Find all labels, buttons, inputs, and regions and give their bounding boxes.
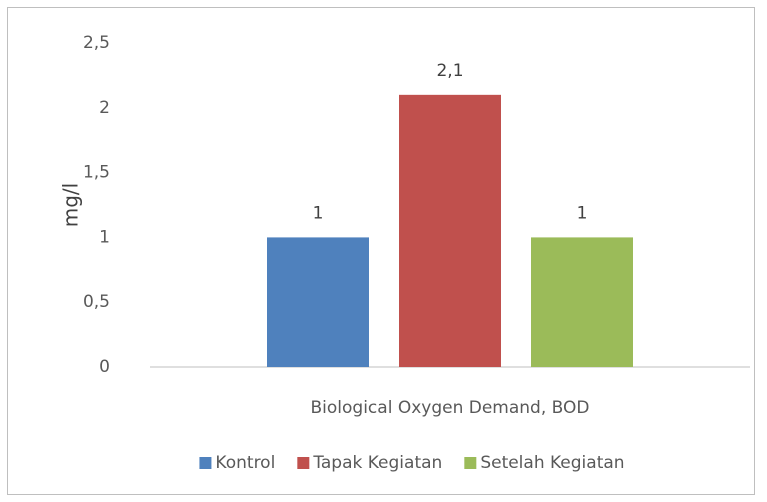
y-axis-title: mg/l <box>59 183 83 227</box>
legend-swatch <box>297 457 310 469</box>
bar <box>531 237 633 367</box>
data-label: 1 <box>577 203 588 223</box>
y-tick-label: 0 <box>99 357 110 377</box>
legend-swatch <box>199 457 212 469</box>
bar <box>399 94 501 367</box>
legend-label: Kontrol <box>215 453 275 473</box>
y-tick-label: 1 <box>99 227 110 247</box>
chart-border <box>7 7 755 495</box>
y-tick-label: 2 <box>99 98 110 118</box>
x-tick-label: Biological Oxygen Demand, BOD <box>311 398 590 418</box>
bar <box>267 237 369 367</box>
legend-label: Tapak Kegiatan <box>312 453 442 473</box>
data-label: 2,1 <box>436 61 463 81</box>
legend-label: Setelah Kegiatan <box>480 453 624 473</box>
data-label: 1 <box>313 203 324 223</box>
legend-swatch <box>464 457 477 469</box>
y-tick-label: 1,5 <box>83 163 110 183</box>
y-tick-label: 0,5 <box>83 292 110 312</box>
y-tick-label: 2,5 <box>83 33 110 53</box>
